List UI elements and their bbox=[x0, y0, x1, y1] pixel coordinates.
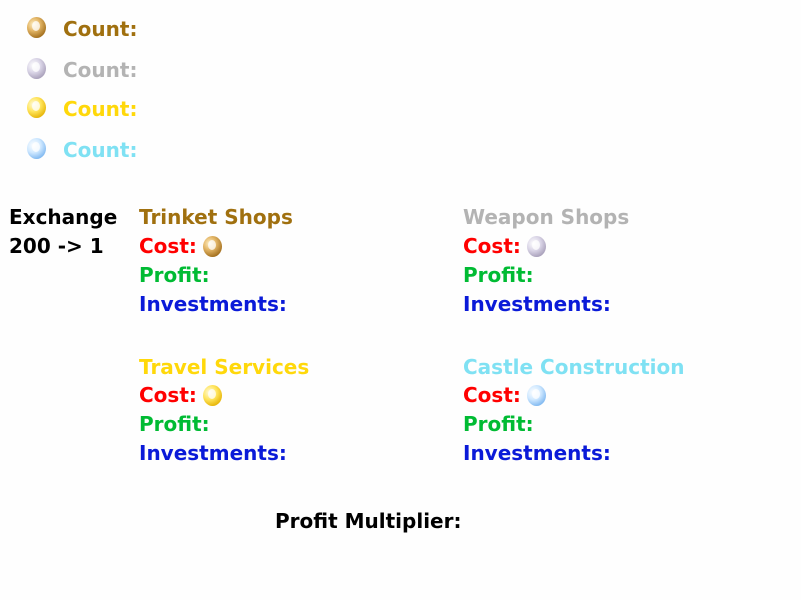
investments-label: Investments: bbox=[463, 441, 611, 465]
gold-count-label: Count: bbox=[63, 97, 138, 121]
profit-label: Profit: bbox=[463, 412, 534, 436]
bronze-coin-icon bbox=[27, 17, 46, 38]
exchange-rate: 200 -> 1 bbox=[9, 234, 104, 258]
business-title: Castle Construction bbox=[463, 355, 685, 379]
blue-count-label: Count: bbox=[63, 138, 138, 162]
profit-label: Profit: bbox=[463, 263, 534, 287]
exchange-button[interactable]: Exchange 200 -> 1 bbox=[9, 203, 117, 261]
investments-label: Investments: bbox=[463, 292, 611, 316]
cost-label: Cost: bbox=[139, 383, 197, 407]
profit-multiplier-label: Profit Multiplier: bbox=[275, 509, 462, 533]
cost-label: Cost: bbox=[463, 234, 521, 258]
cost-row: Cost: bbox=[463, 234, 629, 258]
bronze-count-label: Count: bbox=[63, 17, 138, 41]
cost-row: Cost: bbox=[139, 383, 309, 407]
cost-row: Cost: bbox=[139, 234, 293, 258]
business-travel-services[interactable]: Travel Services Cost: Profit: Investment… bbox=[139, 355, 309, 465]
profit-label: Profit: bbox=[139, 263, 210, 287]
gold-coin-icon bbox=[202, 385, 222, 406]
blue-coin-icon bbox=[27, 138, 46, 159]
business-weapon-shops[interactable]: Weapon Shops Cost: Profit: Investments: bbox=[463, 205, 629, 316]
business-title: Trinket Shops bbox=[139, 205, 293, 229]
business-castle-construction[interactable]: Castle Construction Cost: Profit: Invest… bbox=[463, 355, 685, 465]
cost-label: Cost: bbox=[463, 383, 521, 407]
business-trinket-shops[interactable]: Trinket Shops Cost: Profit: Investments: bbox=[139, 205, 293, 316]
profit-label: Profit: bbox=[139, 412, 210, 436]
business-title: Weapon Shops bbox=[463, 205, 630, 229]
exchange-label: Exchange bbox=[9, 205, 118, 229]
bronze-coin-icon bbox=[202, 236, 222, 257]
silver-count-label: Count: bbox=[63, 58, 138, 82]
gold-coin-icon bbox=[27, 97, 46, 118]
silver-coin-icon bbox=[27, 58, 46, 79]
investments-label: Investments: bbox=[139, 441, 287, 465]
blue-coin-icon bbox=[526, 385, 546, 406]
investments-label: Investments: bbox=[139, 292, 287, 316]
cost-row: Cost: bbox=[463, 383, 685, 407]
business-title: Travel Services bbox=[139, 355, 310, 379]
cost-label: Cost: bbox=[139, 234, 197, 258]
silver-coin-icon bbox=[526, 236, 546, 257]
